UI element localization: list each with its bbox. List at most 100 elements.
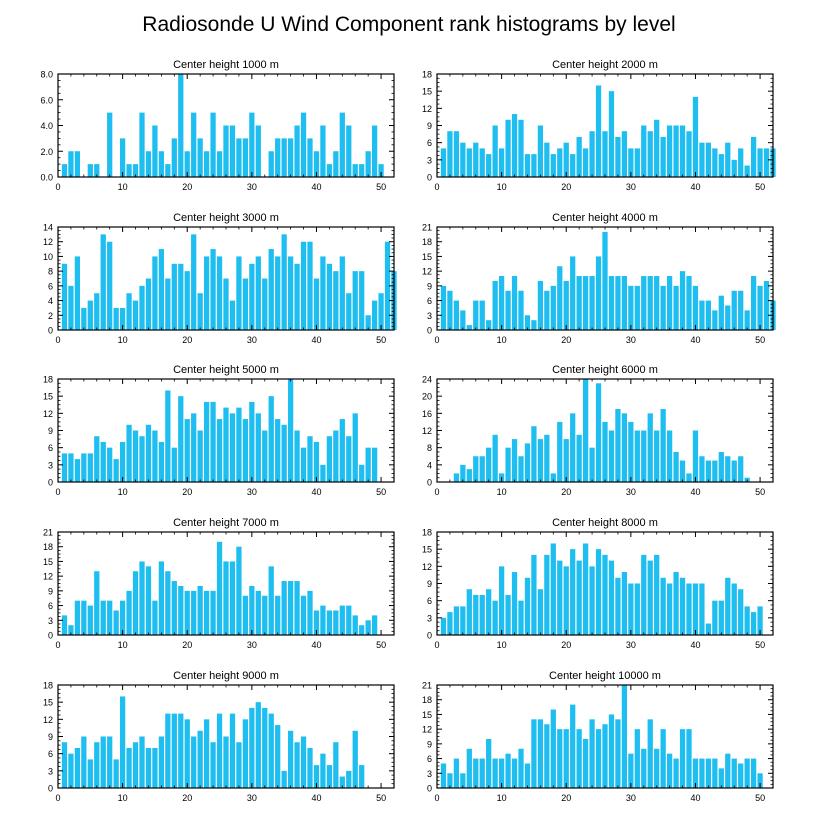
y-tick-label: 9 [48, 732, 53, 742]
bar [712, 460, 718, 482]
bar [602, 724, 608, 788]
y-tick-label: 8.0 [40, 70, 53, 80]
bar [608, 560, 615, 635]
bar [262, 595, 268, 635]
bar [339, 605, 345, 635]
bar [74, 747, 81, 788]
bar [524, 763, 531, 788]
bar [473, 594, 479, 635]
bar [763, 280, 770, 330]
panel-title: Center height 1000 m [173, 59, 279, 71]
y-tick-label: 9 [48, 426, 53, 436]
bar [686, 583, 692, 635]
bar [300, 447, 307, 482]
panel-title: Center height 2000 m [552, 59, 658, 71]
bar [518, 290, 524, 330]
bar [647, 413, 653, 482]
bar [712, 758, 718, 788]
bar [371, 125, 378, 177]
bar [294, 742, 300, 788]
bar [210, 249, 216, 330]
bar [531, 320, 537, 330]
bar [679, 125, 686, 177]
bar [608, 276, 615, 330]
bar [203, 590, 210, 635]
bar [100, 736, 106, 788]
x-tick-label: 50 [755, 335, 765, 345]
y-tick-label: 18 [422, 237, 432, 247]
bar [705, 460, 712, 482]
bar [544, 142, 550, 177]
bar [81, 307, 87, 330]
bar [570, 154, 576, 177]
bar [731, 159, 737, 177]
bar [731, 290, 737, 330]
y-tick-label: 4 [48, 296, 53, 306]
bar [673, 572, 679, 635]
bar [544, 554, 550, 635]
bar [158, 561, 165, 635]
bar [165, 571, 171, 635]
bar [268, 151, 274, 177]
bar [210, 590, 216, 635]
y-tick-label: 6 [427, 296, 432, 306]
y-tick-label: 12 [422, 426, 432, 436]
bar [320, 464, 326, 482]
bar [473, 142, 479, 177]
y-tick-label: 12 [422, 725, 432, 735]
bar [679, 577, 686, 635]
bar [660, 409, 666, 482]
bar [460, 606, 466, 635]
histogram-panel-7: Center height 7000 m 0 3 6 9 12 15 18 21 0 10 20 30 4… [43, 517, 395, 650]
bar [371, 615, 378, 635]
bar [268, 566, 274, 635]
x-tick-label: 10 [118, 640, 128, 650]
x-tick-label: 0 [55, 793, 60, 803]
bar [660, 577, 666, 635]
bar [686, 276, 692, 330]
bar [666, 276, 673, 330]
x-tick-label: 10 [118, 182, 128, 192]
x-tick-label: 30 [247, 335, 257, 345]
bar [229, 413, 236, 482]
bar [466, 325, 472, 330]
bar [107, 736, 113, 788]
bar [505, 594, 511, 635]
bar [628, 421, 634, 482]
bar [641, 125, 647, 177]
bar [94, 436, 100, 482]
bar [466, 748, 472, 788]
bar [757, 148, 763, 177]
bar [113, 610, 119, 635]
bar [119, 441, 126, 482]
bar [641, 748, 647, 788]
bar [287, 256, 294, 330]
bar [511, 572, 518, 635]
x-tick-label: 50 [376, 487, 386, 497]
bar [524, 315, 531, 330]
bar [236, 742, 242, 788]
bar [171, 581, 177, 635]
y-tick-label: 12 [43, 409, 53, 419]
bar [531, 554, 537, 635]
bar [158, 151, 165, 177]
bar [262, 430, 268, 482]
bar [236, 546, 242, 635]
bar [178, 713, 184, 788]
bar [505, 753, 511, 788]
x-tick-label: 30 [626, 335, 636, 345]
bar [550, 543, 556, 635]
bar [242, 278, 249, 330]
y-tick-label: 0.0 [40, 173, 53, 183]
bar [152, 747, 158, 788]
bar [460, 773, 466, 788]
bar [275, 138, 281, 177]
bar [634, 148, 640, 177]
bar [686, 131, 692, 177]
bar [589, 719, 595, 788]
bar [119, 600, 126, 635]
bar [320, 125, 326, 177]
bar [466, 469, 472, 482]
bar [339, 419, 345, 482]
bar [275, 725, 281, 788]
